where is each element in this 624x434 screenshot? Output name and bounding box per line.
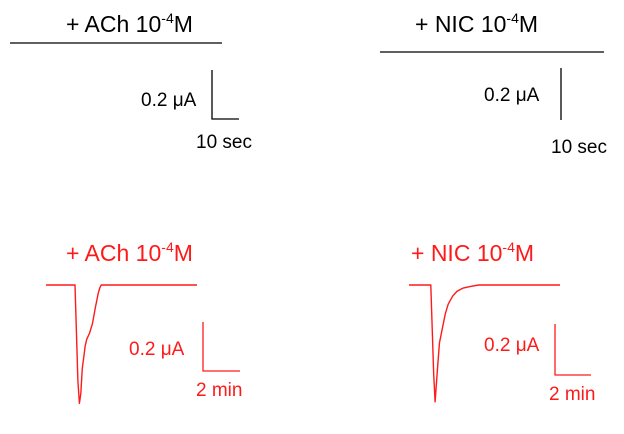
title-ach-response: + ACh 10-4M bbox=[66, 239, 193, 266]
title-nic-control: + NIC 10-4M bbox=[415, 10, 539, 37]
title-nic-response: + NIC 10-4M bbox=[411, 239, 535, 266]
scale-time-label-ach-response: 2 min bbox=[196, 380, 243, 401]
scale-current-label-ach-control: 0.2 μA bbox=[141, 90, 197, 111]
trace-line-3 bbox=[46, 284, 197, 405]
scale-current-label-nic-control: 0.2 μA bbox=[484, 85, 540, 106]
scale-bar-3 bbox=[202, 322, 240, 372]
scale-time-label-nic-control: 10 sec bbox=[551, 137, 607, 158]
scale-current-label-nic-response: 0.2 μA bbox=[484, 335, 540, 356]
scale-time-label-ach-control: 10 sec bbox=[196, 132, 252, 153]
trace-line-4 bbox=[409, 284, 560, 403]
scale-current-label-ach-response: 0.2 μA bbox=[129, 339, 185, 360]
scale-bar-4 bbox=[554, 324, 591, 376]
title-ach-control: + ACh 10-4M bbox=[66, 10, 193, 37]
scale-time-label-nic-response: 2 min bbox=[549, 384, 596, 405]
scale-bar-1 bbox=[211, 70, 239, 120]
